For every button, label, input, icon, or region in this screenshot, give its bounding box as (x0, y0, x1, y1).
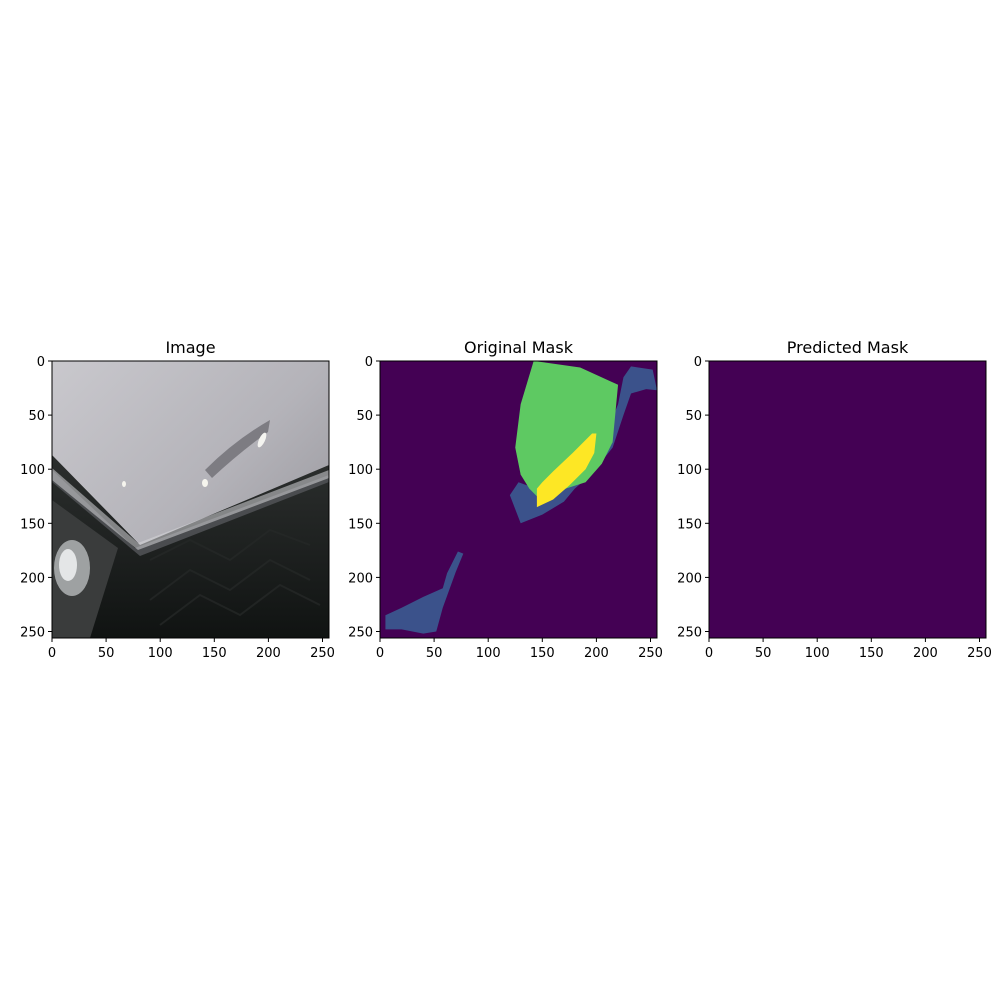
y-tick-label: 0 (37, 355, 45, 370)
photo (52, 361, 329, 638)
y-tick-label: 250 (677, 626, 702, 641)
x-tick-label: 100 (148, 646, 173, 661)
x-tick-label: 50 (755, 646, 772, 661)
mask-region-class-1 (509, 366, 657, 524)
x-tick-label: 0 (48, 646, 56, 661)
mask-background (709, 361, 986, 638)
mask-regions (385, 361, 657, 634)
panel-title: Predicted Mask (787, 338, 909, 357)
y-tick-label: 150 (677, 517, 702, 532)
y-tick-label: 150 (20, 517, 45, 532)
x-tick-label: 200 (584, 646, 609, 661)
x-tick-label: 200 (913, 646, 938, 661)
y-tick-label: 150 (348, 517, 373, 532)
predicted-mask-panel: Predicted Mask 0 50 100 150 200 2500501001502… (677, 338, 992, 661)
x-tick-label: 0 (376, 646, 384, 661)
x-tick-label: 150 (859, 646, 884, 661)
x-tick-label: 150 (202, 646, 227, 661)
y-tick-label: 250 (348, 626, 373, 641)
y-tick-label: 50 (356, 409, 373, 424)
y-tick-label: 200 (20, 571, 45, 586)
mask-region-class-1 (385, 551, 464, 634)
panel-title: Image (165, 338, 215, 357)
x-tick-label: 200 (256, 646, 281, 661)
y-tick-label: 200 (677, 571, 702, 586)
x-tick-label: 50 (426, 646, 443, 661)
x-tick-label: 250 (310, 646, 335, 661)
x-tick-label: 100 (805, 646, 830, 661)
x-tick-label: 0 (705, 646, 713, 661)
mask-region-class-3 (536, 433, 597, 508)
x-tick-label: 250 (638, 646, 663, 661)
y-tick-label: 250 (20, 626, 45, 641)
y-tick-label: 50 (685, 409, 702, 424)
original-mask-panel: Original Mask 0 50 100 150 200 25005010015020… (348, 338, 663, 661)
y-tick-label: 200 (348, 571, 373, 586)
y-tick-label: 0 (365, 355, 373, 370)
y-tick-label: 100 (348, 463, 373, 478)
x-tick-label: 150 (530, 646, 555, 661)
y-tick-label: 0 (694, 355, 702, 370)
y-tick-label: 50 (28, 409, 45, 424)
x-tick-label: 250 (967, 646, 992, 661)
mask-region-class-2 (515, 361, 619, 497)
panel-title: Original Mask (464, 338, 574, 357)
x-tick-label: 100 (476, 646, 501, 661)
y-tick-label: 100 (677, 463, 702, 478)
x-tick-label: 50 (98, 646, 115, 661)
y-tick-label: 100 (20, 463, 45, 478)
